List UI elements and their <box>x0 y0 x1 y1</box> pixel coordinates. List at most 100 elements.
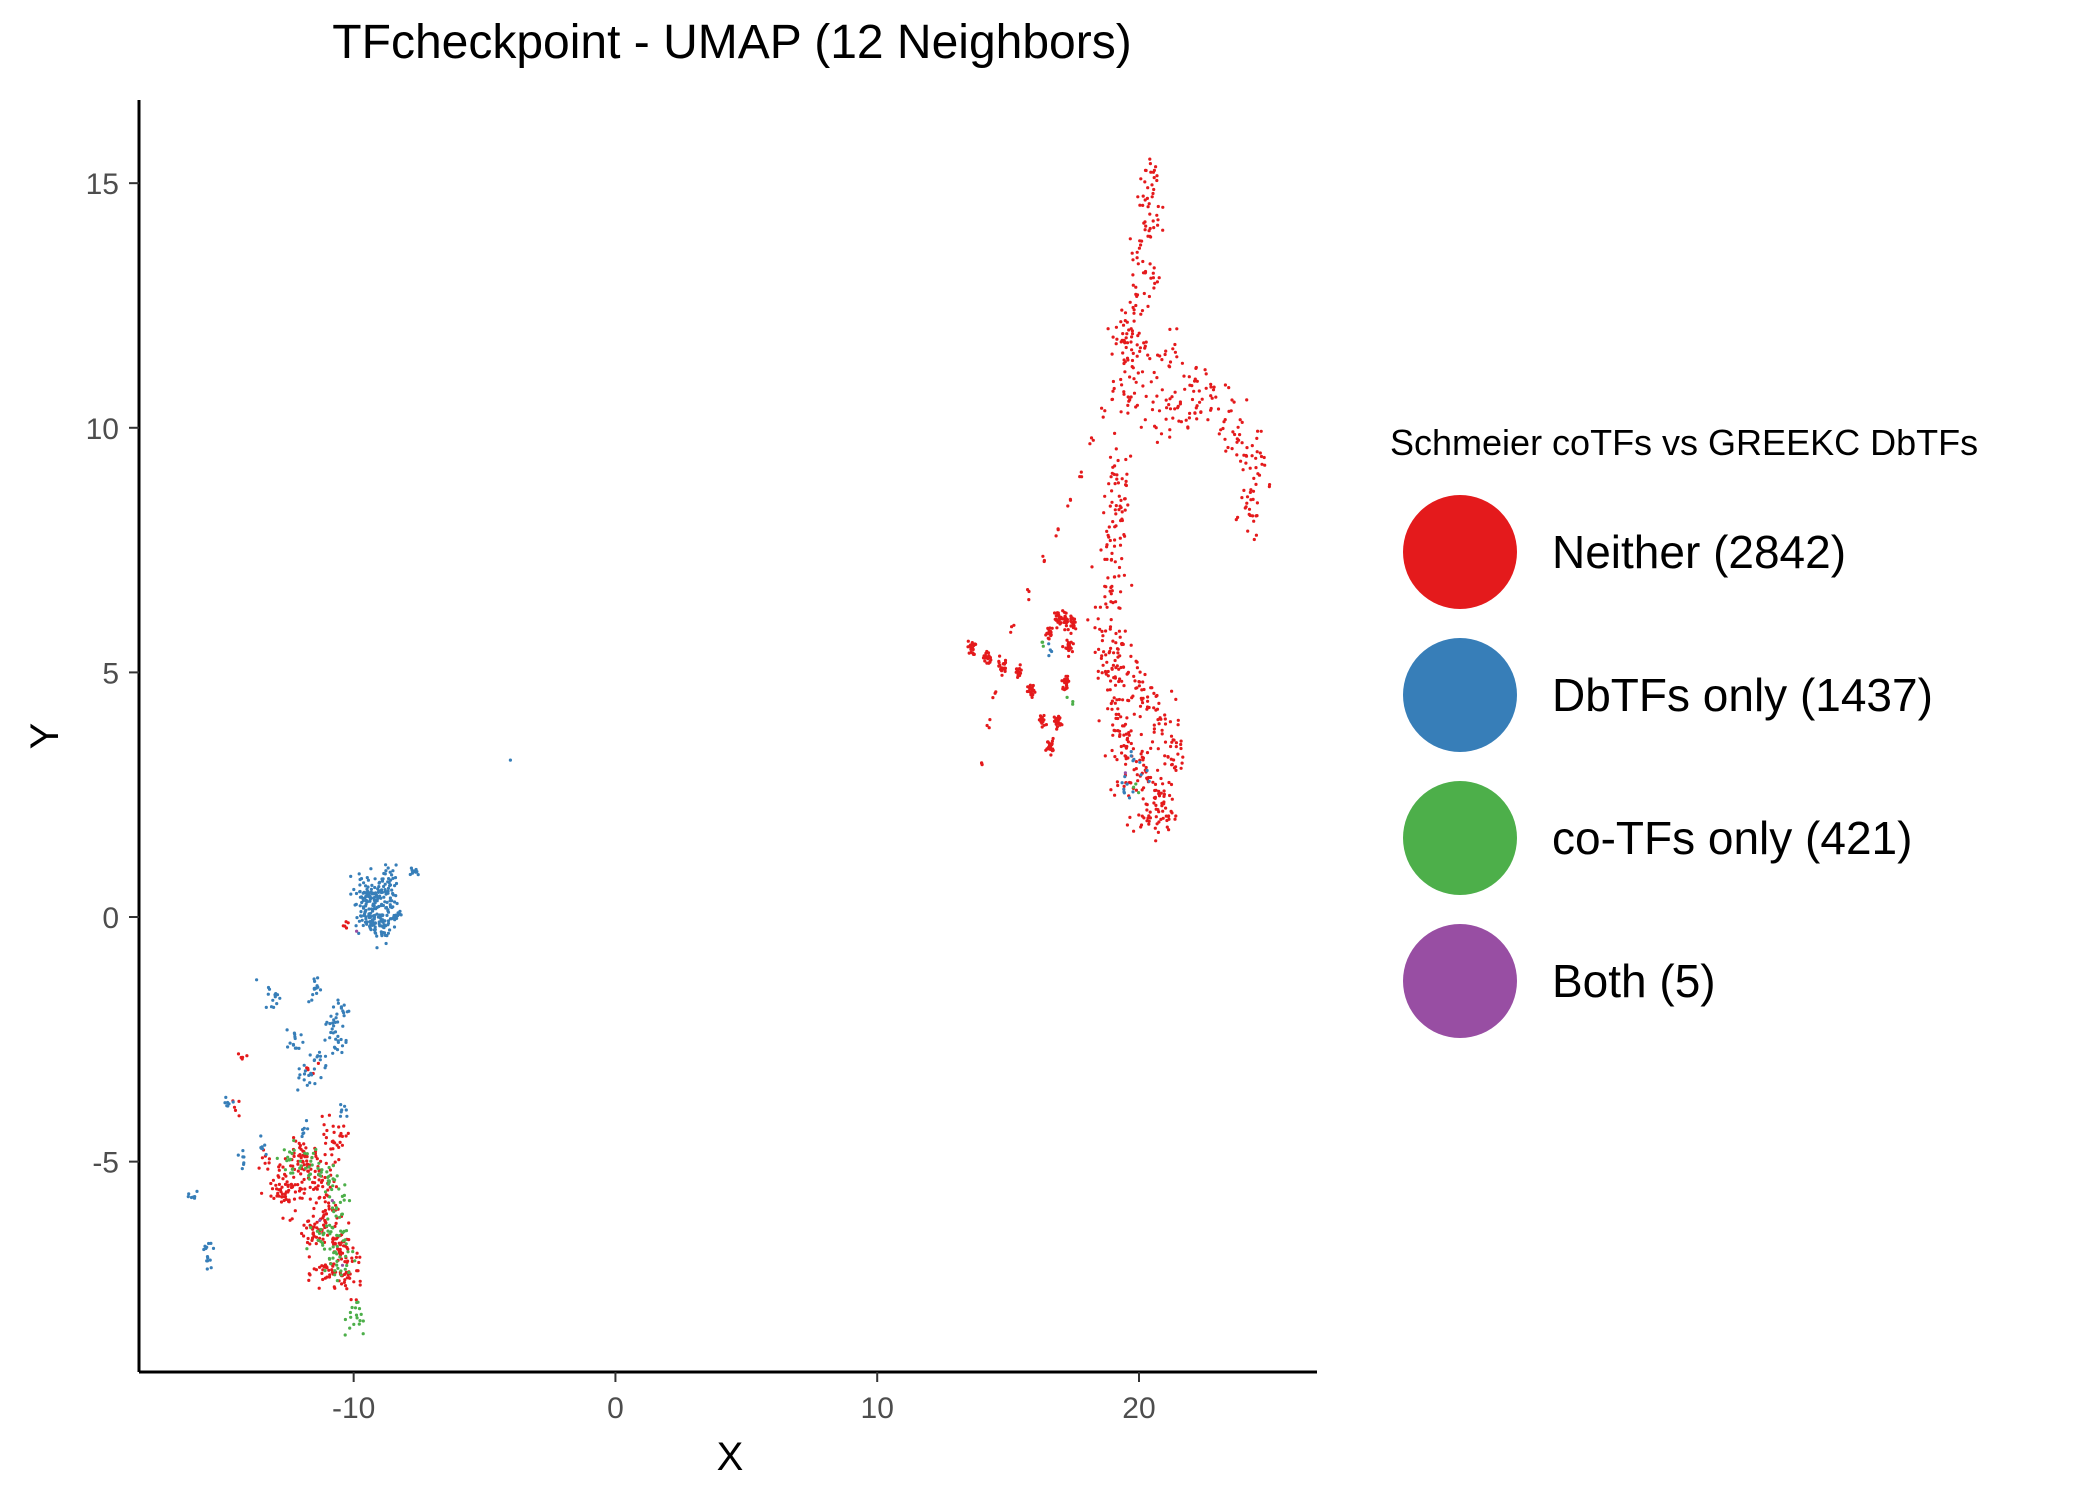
scatter-point <box>1134 380 1138 384</box>
scatter-point <box>391 891 395 896</box>
scatter-point <box>1069 624 1073 628</box>
scatter-point <box>1049 629 1053 634</box>
scatter-point <box>1144 224 1148 228</box>
scatter-point <box>1118 504 1122 508</box>
scatter-point <box>1204 386 1208 390</box>
scatter-point <box>362 881 366 885</box>
scatter-point <box>349 1298 353 1302</box>
scatter-point <box>319 1076 323 1080</box>
scatter-point <box>1137 246 1141 250</box>
scatter-point <box>1125 823 1129 827</box>
scatter-point <box>1177 419 1181 423</box>
scatter-point <box>1105 529 1109 534</box>
scatter-point <box>299 1033 303 1037</box>
scatter-point <box>1152 706 1156 710</box>
scatter-point <box>1195 417 1199 421</box>
scatter-point <box>1142 341 1146 345</box>
scatter-point <box>1259 429 1263 433</box>
scatter-point <box>1143 672 1147 677</box>
scatter-point <box>1093 650 1097 655</box>
scatter-point <box>328 1022 332 1026</box>
scatter-point <box>1115 698 1119 702</box>
scatter-point <box>360 918 364 922</box>
scatter-point <box>305 1159 309 1163</box>
legend-items: Neither (2842) DbTFs only (1437) co-TFs on… <box>1403 495 1933 1038</box>
scatter-point <box>324 1212 328 1216</box>
scatter-point <box>276 1191 280 1195</box>
scatter-point <box>1019 668 1023 672</box>
scatter-point <box>1154 426 1158 430</box>
scatter-point <box>1053 611 1057 615</box>
scatter-point <box>1235 453 1239 457</box>
scatter-point <box>331 1051 335 1055</box>
scatter-point <box>345 1287 349 1291</box>
scatter-point <box>1134 303 1138 308</box>
scatter-point <box>340 1050 344 1055</box>
scatter-point <box>354 1298 358 1302</box>
scatter-point <box>1147 819 1151 823</box>
scatter-point <box>1197 389 1201 393</box>
scatter-point <box>1114 325 1118 329</box>
scatter-point <box>351 1250 355 1254</box>
scatter-point <box>323 1054 328 1058</box>
scatter-point <box>289 1182 293 1187</box>
scatter-point <box>1151 400 1155 404</box>
scatter-point <box>355 929 359 933</box>
scatter-point <box>355 1316 359 1320</box>
scatter-point <box>357 872 361 876</box>
scatter-point <box>1117 606 1121 610</box>
scatter-point <box>211 1246 216 1250</box>
scatter-point <box>349 874 353 879</box>
scatter-point <box>346 1131 350 1135</box>
scatter-point <box>326 1217 330 1221</box>
scatter-point <box>277 1182 281 1186</box>
scatter-point <box>1132 311 1136 315</box>
scatter-point <box>1110 397 1114 402</box>
scatter-point <box>1156 223 1160 227</box>
scatter-point <box>366 885 370 889</box>
scatter-point <box>315 1055 319 1059</box>
scatter-point <box>1151 219 1155 223</box>
scatter-point <box>269 1194 273 1198</box>
scatter-point <box>1140 688 1144 692</box>
y-tick-label: 5 <box>102 657 119 690</box>
scatter-point <box>1071 702 1075 706</box>
scatter-point <box>325 1266 329 1270</box>
scatter-point <box>1164 398 1168 402</box>
scatter-point <box>1131 258 1135 262</box>
scatter-point <box>1122 733 1126 737</box>
scatter-point <box>363 912 367 916</box>
scatter-point <box>285 1159 289 1163</box>
scatter-point <box>275 1194 279 1198</box>
scatter-point <box>1154 694 1158 699</box>
scatter-point <box>311 1232 315 1236</box>
scatter-point <box>968 644 972 648</box>
scatter-point <box>1116 783 1120 788</box>
scatter-point <box>1103 754 1107 758</box>
scatter-point <box>1063 681 1067 685</box>
scatter-point <box>1154 839 1158 843</box>
scatter-point <box>1244 454 1249 458</box>
scatter-point <box>323 1200 327 1204</box>
scatter-point <box>1176 752 1180 756</box>
scatter-point <box>340 1212 344 1216</box>
legend-label-1: DbTFs only (1437) <box>1552 669 1933 721</box>
scatter-point <box>300 1159 305 1163</box>
scatter-point <box>1135 256 1139 260</box>
scatter-point <box>1146 816 1150 820</box>
scatter-point <box>357 931 361 936</box>
scatter-point <box>327 1275 332 1279</box>
scatter-point <box>1161 782 1165 786</box>
scatter-point <box>1143 180 1147 184</box>
scatter-point <box>1110 584 1114 589</box>
scatter-point <box>319 1170 323 1174</box>
scatter-point <box>1131 694 1135 698</box>
scatter-point <box>339 1103 343 1107</box>
scatter-point <box>1103 557 1107 562</box>
scatter-point <box>283 1182 288 1186</box>
scatter-point <box>386 931 390 935</box>
scatter-point <box>274 1183 278 1187</box>
scatter-point <box>1114 716 1118 721</box>
scatter-point <box>1113 676 1117 680</box>
scatter-point <box>1235 440 1239 444</box>
